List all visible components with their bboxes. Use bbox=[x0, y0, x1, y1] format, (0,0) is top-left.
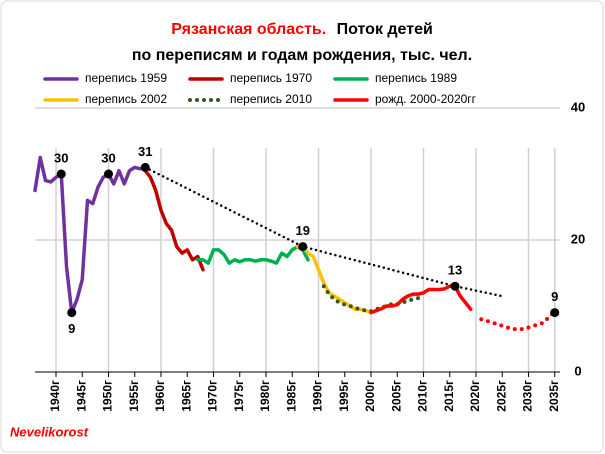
x-tick-label: 1960г bbox=[153, 380, 167, 412]
annotation-label: 9 bbox=[68, 321, 75, 336]
series-line bbox=[143, 168, 205, 272]
x-tick-label: 1945г bbox=[74, 380, 88, 412]
annotation-point bbox=[140, 162, 150, 172]
legend-label: перепись 1989 bbox=[375, 71, 457, 85]
y-tick-label: 0 bbox=[574, 363, 581, 378]
annotation-label: 9 bbox=[551, 289, 558, 304]
series-line bbox=[196, 244, 310, 265]
annotation-point bbox=[450, 281, 460, 291]
x-tick-label: 1940г bbox=[48, 380, 62, 412]
chart-subtitle: по переписям и годам рождения, тыс. чел. bbox=[132, 47, 472, 64]
series-line bbox=[144, 166, 504, 298]
title-region: Рязанская область. bbox=[171, 21, 326, 38]
series-line bbox=[33, 155, 147, 315]
x-tick-label: 1985г bbox=[284, 380, 298, 412]
legend-label: перепись 2010 bbox=[230, 92, 312, 106]
source-label: Nevelikorost bbox=[10, 424, 89, 439]
annotation-point bbox=[298, 242, 308, 252]
x-tick-label: 1980г bbox=[258, 380, 272, 412]
x-tick-label: 1955г bbox=[127, 380, 141, 412]
annotation-point bbox=[67, 308, 77, 318]
title-main: Поток детей bbox=[337, 21, 433, 38]
x-tick-label: 2010г bbox=[416, 380, 430, 412]
x-tick-label: 2035г bbox=[547, 380, 561, 412]
annotation-point bbox=[104, 169, 113, 179]
legend-label: рожд. 2000-2020гг bbox=[375, 92, 477, 106]
x-tick-label: 1950г bbox=[101, 380, 115, 412]
x-tick-label: 1970г bbox=[206, 380, 220, 412]
chart-title: Рязанская область. Поток детей bbox=[171, 21, 433, 38]
series-line bbox=[479, 310, 557, 332]
legend-label: перепись 1959 bbox=[85, 71, 167, 85]
x-tick-label: 2020г bbox=[468, 380, 482, 412]
legend-label: перепись 1970 bbox=[230, 71, 312, 85]
x-tick-label: 2025г bbox=[494, 380, 508, 412]
x-tick-label: 2015г bbox=[442, 380, 456, 412]
annotation-label: 31 bbox=[138, 144, 152, 159]
x-tick-label: 2005г bbox=[389, 380, 403, 412]
y-tick-label: 20 bbox=[571, 231, 585, 246]
x-tick-label: 2000г bbox=[363, 380, 377, 412]
legend-label: перепись 2002 bbox=[85, 92, 167, 106]
annotation-point bbox=[56, 169, 66, 179]
x-tick-label: 1965г bbox=[179, 380, 193, 412]
annotation-label: 30 bbox=[54, 150, 68, 165]
x-tick-label: 2030г bbox=[521, 380, 535, 412]
x-tick-label: 1995г bbox=[337, 380, 351, 412]
y-tick-label: 40 bbox=[571, 99, 585, 114]
annotation-label: 13 bbox=[448, 263, 462, 278]
x-tick-label: 1990г bbox=[311, 380, 325, 412]
annotation-point bbox=[550, 308, 560, 318]
annotation-label: 19 bbox=[296, 223, 310, 238]
annotation-label: 30 bbox=[101, 150, 115, 165]
x-tick-label: 1975г bbox=[232, 380, 246, 412]
